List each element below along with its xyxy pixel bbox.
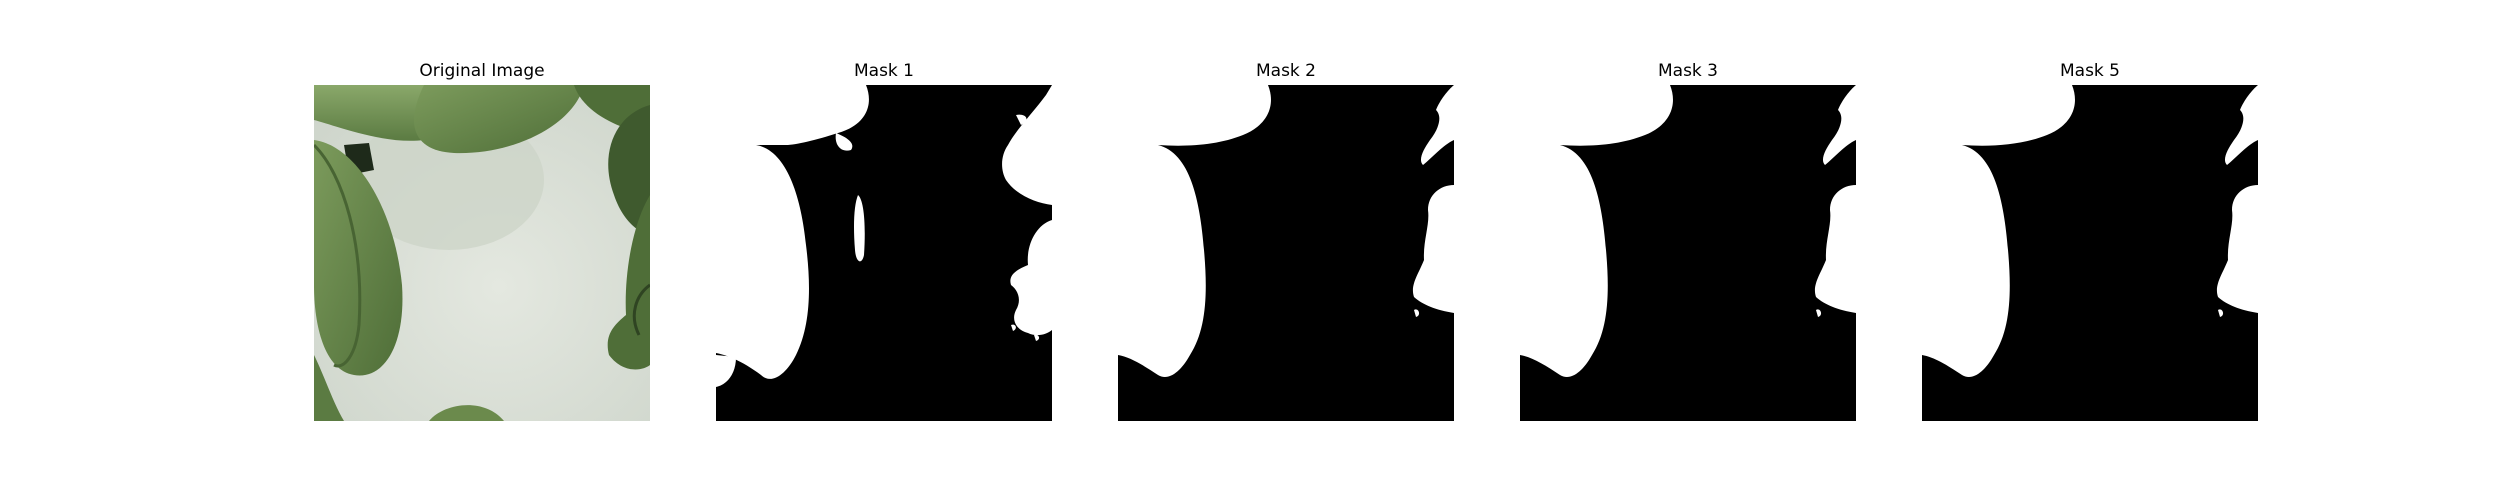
mask-5 bbox=[1922, 85, 2258, 421]
mask-3 bbox=[1520, 85, 1856, 421]
mask-3-image bbox=[1520, 85, 1856, 421]
panel-title: Original Image bbox=[419, 61, 545, 81]
mask-5-image bbox=[1922, 85, 2258, 421]
mask-2-image bbox=[1118, 85, 1454, 421]
mask-1-image bbox=[716, 85, 1052, 421]
original-image bbox=[314, 85, 650, 421]
panel-title: Mask 3 bbox=[1657, 61, 1718, 81]
original-photo bbox=[314, 85, 650, 421]
panel-title: Mask 2 bbox=[1255, 61, 1316, 81]
mask-2 bbox=[1118, 85, 1454, 421]
panel-title: Mask 1 bbox=[853, 61, 914, 81]
mask-1 bbox=[716, 85, 1052, 421]
panel-title: Mask 5 bbox=[2059, 61, 2120, 81]
